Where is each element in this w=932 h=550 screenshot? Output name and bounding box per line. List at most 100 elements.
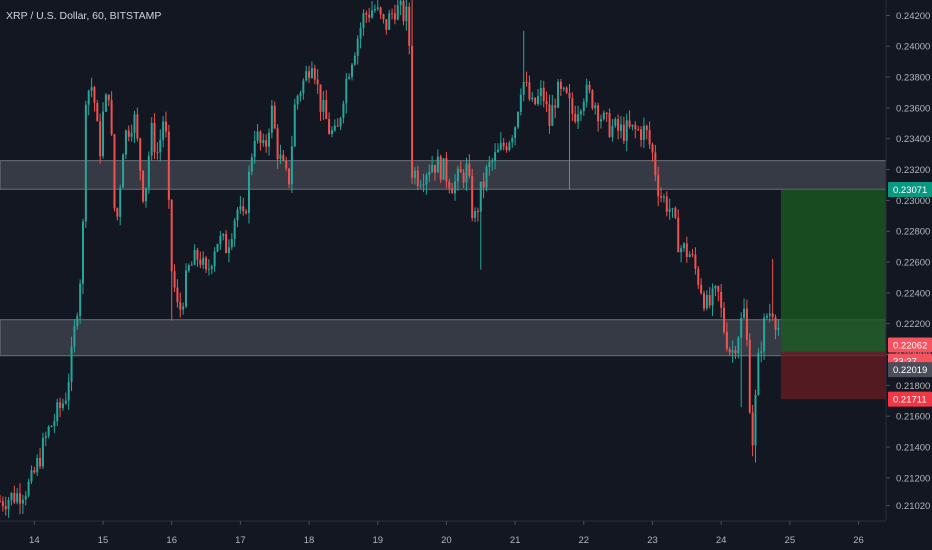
y-tick-label: 0.24000 [896,42,930,53]
candle-body [388,13,391,30]
y-tick-label: 0.21800 [896,381,930,392]
candle-body [173,271,176,288]
candle-body [16,493,19,503]
candle-body [182,306,185,310]
candle-body [353,55,356,65]
candle-body [222,234,225,236]
y-tick-label: 0.23800 [896,73,930,84]
x-tick-label: 24 [716,535,727,546]
candle-body [777,328,780,330]
candle-body [425,175,428,185]
candle-body [265,140,268,147]
candle-body [691,254,694,256]
candle-body [705,294,708,309]
candle-body [33,470,36,473]
candle-body [268,132,271,147]
y-tick-label: 0.21400 [896,443,930,454]
candle-body [682,243,685,249]
candle-body [680,248,683,253]
candle-body [399,0,402,6]
candle-body [39,458,42,467]
candle-body [302,80,305,94]
candle-body [371,10,374,18]
candle-body [368,14,371,18]
candle-body [688,254,691,257]
candle-body [708,294,711,306]
candle-body [545,101,548,105]
candle-body [765,315,768,318]
candle-body [471,175,474,219]
candle-body [47,426,50,437]
candle-body [56,402,59,422]
candle-body [339,118,342,127]
candle-body [665,196,668,212]
candle-body [740,317,743,338]
x-tick-label: 15 [98,535,109,546]
candle-body [591,90,594,109]
candle-body [285,160,288,169]
candle-body [763,317,766,352]
candle-body [579,111,582,115]
candle-body [542,87,545,102]
candle-body [196,249,199,260]
candle-body [419,185,422,187]
candle-body [743,308,746,318]
candle-body [142,170,145,202]
candle-body [41,437,44,467]
candle-body [350,64,353,77]
candle-body [124,130,127,155]
candle-body [305,71,308,81]
stop-zone[interactable] [780,351,886,400]
candle-body [36,458,39,473]
candle-body [485,166,488,188]
candle-body [697,268,700,285]
x-tick-label: 23 [647,535,658,546]
candle-body [0,500,1,502]
candle-body [462,172,465,183]
candle-body [396,5,399,20]
candle-body [717,286,720,292]
x-tick-label: 17 [235,535,246,546]
candle-body [153,122,156,152]
candle-body [96,102,99,122]
candle-body [611,125,614,137]
candle-body [451,188,454,194]
candle-body [4,506,7,510]
candle-body [774,317,777,330]
symbol-title: XRP / U.S. Dollar, 60, BITSTAMP [6,10,161,22]
candle-body [760,351,763,353]
candle-body [597,105,600,122]
candle-body [119,187,122,217]
candle-body [299,93,302,96]
candle-body [216,243,219,252]
candle-body [459,168,462,173]
candle-body [104,94,107,112]
candle-body [531,97,534,100]
candle-body [648,130,651,145]
candle-body [511,137,514,143]
candle-body [599,119,602,122]
candle-body [242,206,245,212]
candle-body [468,163,471,176]
candle-body [273,105,276,129]
stop-price-label: 0.21711 [893,395,927,406]
candle-body [130,132,133,137]
candle-body [754,394,757,446]
x-tick-label: 20 [441,535,452,546]
position-tool[interactable] [780,189,886,400]
target-zone[interactable] [780,189,886,352]
candle-body [44,436,47,438]
candle-body [359,27,362,39]
candle-body [562,87,565,89]
candle-body [574,113,577,122]
candle-body [671,208,674,210]
candle-body [594,105,597,109]
time-axis[interactable]: 14 15 16 17 18 19 20 21 22 23 24 25 26 [29,521,864,546]
x-tick-label: 14 [29,535,40,546]
x-tick-label: 21 [510,535,521,546]
candle-body [448,181,451,189]
candle-body [30,470,33,482]
candle-body [642,125,645,140]
